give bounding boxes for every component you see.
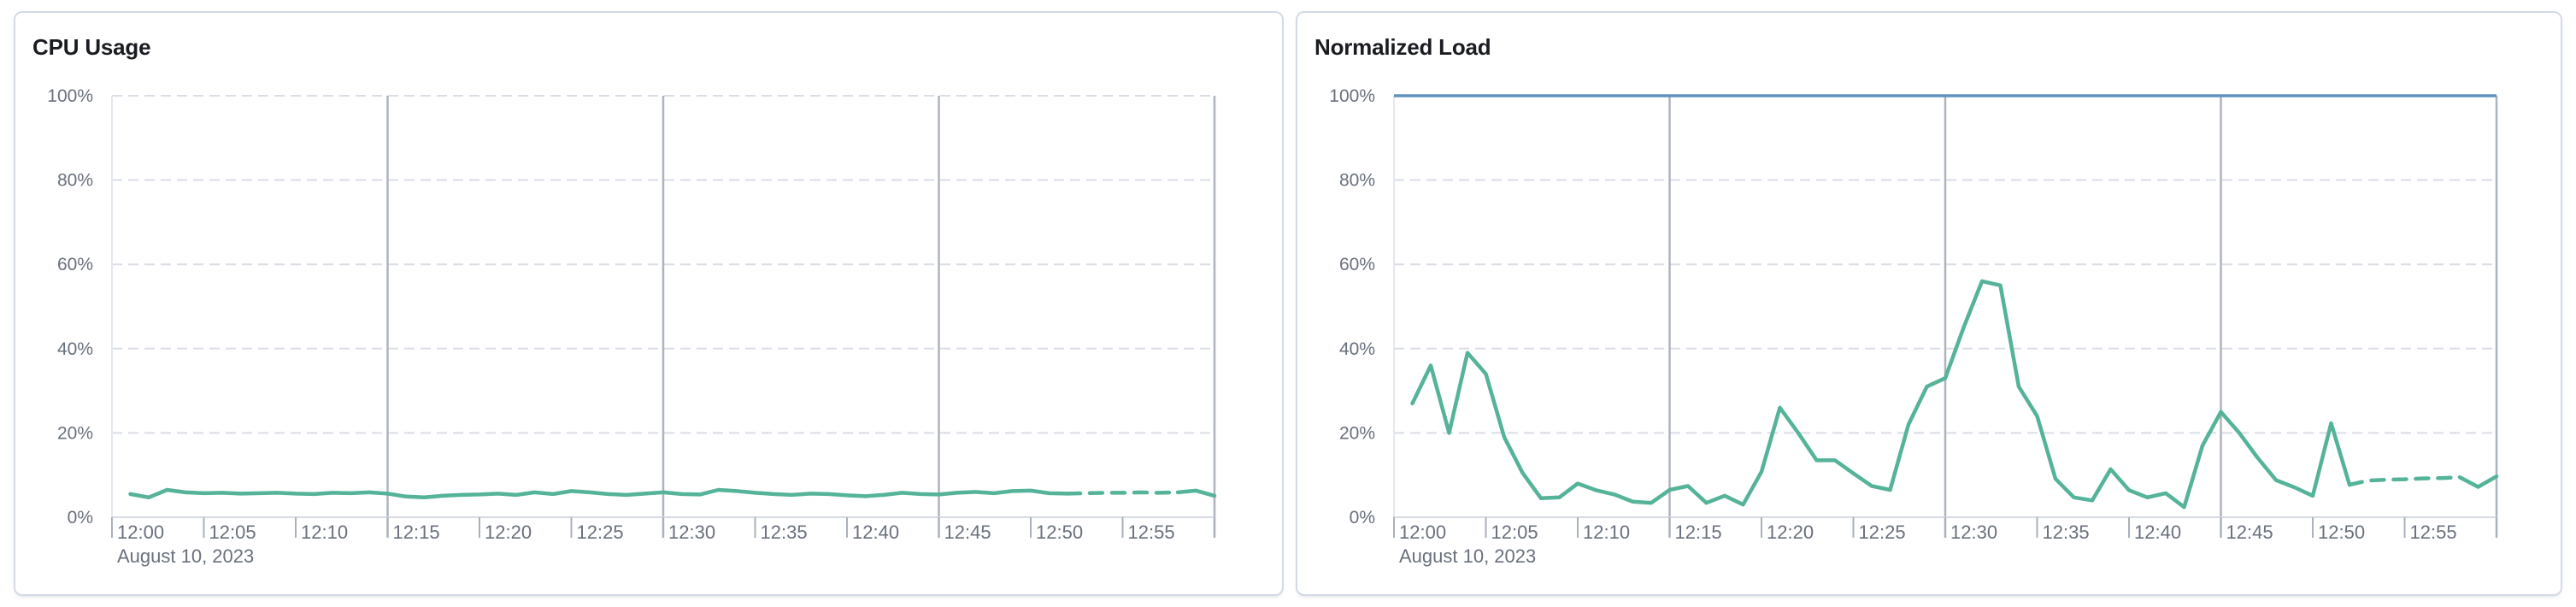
series-line-tail (2457, 474, 2499, 489)
x-tick-label: 12:00 (117, 522, 164, 543)
x-tick-label: 12:40 (852, 522, 899, 543)
y-tick-label: 20% (57, 423, 93, 443)
cpu-usage-panel: CPU Usage 12:00 12:05 12:10 12:15 12:20 12:25… (14, 11, 1284, 596)
x-tick-label: 12:20 (485, 522, 532, 543)
y-tick-label: 60% (1339, 255, 1375, 274)
y-tick-label: 60% (57, 255, 93, 274)
cpu-usage-panel-title: CPU Usage (32, 34, 151, 60)
series-line-tail (1175, 488, 1217, 498)
series-line-solid (128, 487, 1070, 500)
x-tick-label: 12:00 (1399, 522, 1446, 543)
x-tick-label: 12:35 (761, 522, 808, 543)
x-tick-label: 12:25 (1859, 522, 1906, 543)
x-tick-label: 12:15 (1675, 522, 1722, 543)
x-axis-date-label: August 10, 2023 (1399, 545, 1536, 567)
normalized-load-chart[interactable]: 12:00 12:05 12:10 12:15 12:20 12:25 12:30 12:35… (1297, 68, 2533, 596)
x-tick-label: 12:15 (393, 522, 440, 543)
x-tick-label: 12:50 (1036, 522, 1083, 543)
x-tick-label: 12:30 (668, 522, 715, 543)
series-line-solid (1410, 279, 2352, 510)
x-tick-label: 12:30 (1950, 522, 1997, 543)
x-axis-ticks (111, 517, 1215, 538)
y-tick-label: 20% (1339, 423, 1375, 443)
normalized-load-panel: Normalized Load 12:00 12:05 12:10 12:15 12:2… (1296, 11, 2562, 596)
y-tick-label: 40% (1339, 339, 1375, 359)
gridlines (1393, 96, 2498, 538)
y-tick-label: 0% (1350, 508, 1375, 527)
y-axis-labels: 0% 20% 40% 60% 80% 100% (1329, 86, 1375, 527)
x-axis-labels: 12:00 12:05 12:10 12:15 12:20 12:25 12:30 12:35… (117, 522, 1175, 567)
x-axis-labels: 12:00 12:05 12:10 12:15 12:20 12:25 12:30 12:35… (1399, 522, 2457, 567)
x-tick-label: 12:45 (2226, 522, 2273, 543)
x-tick-label: 12:05 (1491, 522, 1538, 543)
y-tick-label: 80% (57, 171, 93, 191)
x-tick-label: 12:50 (2318, 522, 2365, 543)
series-line-dashed (1065, 490, 1180, 496)
x-tick-label: 12:55 (1128, 522, 1175, 543)
x-axis-ticks (1393, 517, 2497, 538)
gridlines (111, 95, 1216, 538)
x-tick-label: 12:45 (944, 522, 991, 543)
y-axis-labels: 0% 20% 40% 60% 80% 100% (47, 86, 93, 527)
x-tick-label: 12:10 (301, 522, 348, 543)
x-tick-label: 12:10 (1583, 522, 1630, 543)
series-line-dashed (2347, 474, 2462, 487)
x-tick-label: 12:55 (2410, 522, 2457, 543)
x-axis-date-label: August 10, 2023 (117, 545, 254, 567)
x-tick-label: 12:40 (2134, 522, 2181, 543)
x-tick-label: 12:20 (1767, 522, 1814, 543)
y-tick-label: 100% (1329, 86, 1375, 106)
x-tick-label: 12:35 (2043, 522, 2090, 543)
cpu-usage-chart[interactable]: 12:00 12:05 12:10 12:15 12:20 12:25 12:30 12:35… (15, 68, 1255, 596)
y-tick-label: 80% (1339, 171, 1375, 191)
y-tick-label: 40% (57, 339, 93, 359)
y-tick-label: 100% (47, 86, 93, 106)
x-tick-label: 12:05 (209, 522, 256, 543)
y-tick-label: 0% (68, 508, 93, 527)
normalized-load-panel-title: Normalized Load (1314, 34, 1491, 60)
x-tick-label: 12:25 (577, 522, 624, 543)
